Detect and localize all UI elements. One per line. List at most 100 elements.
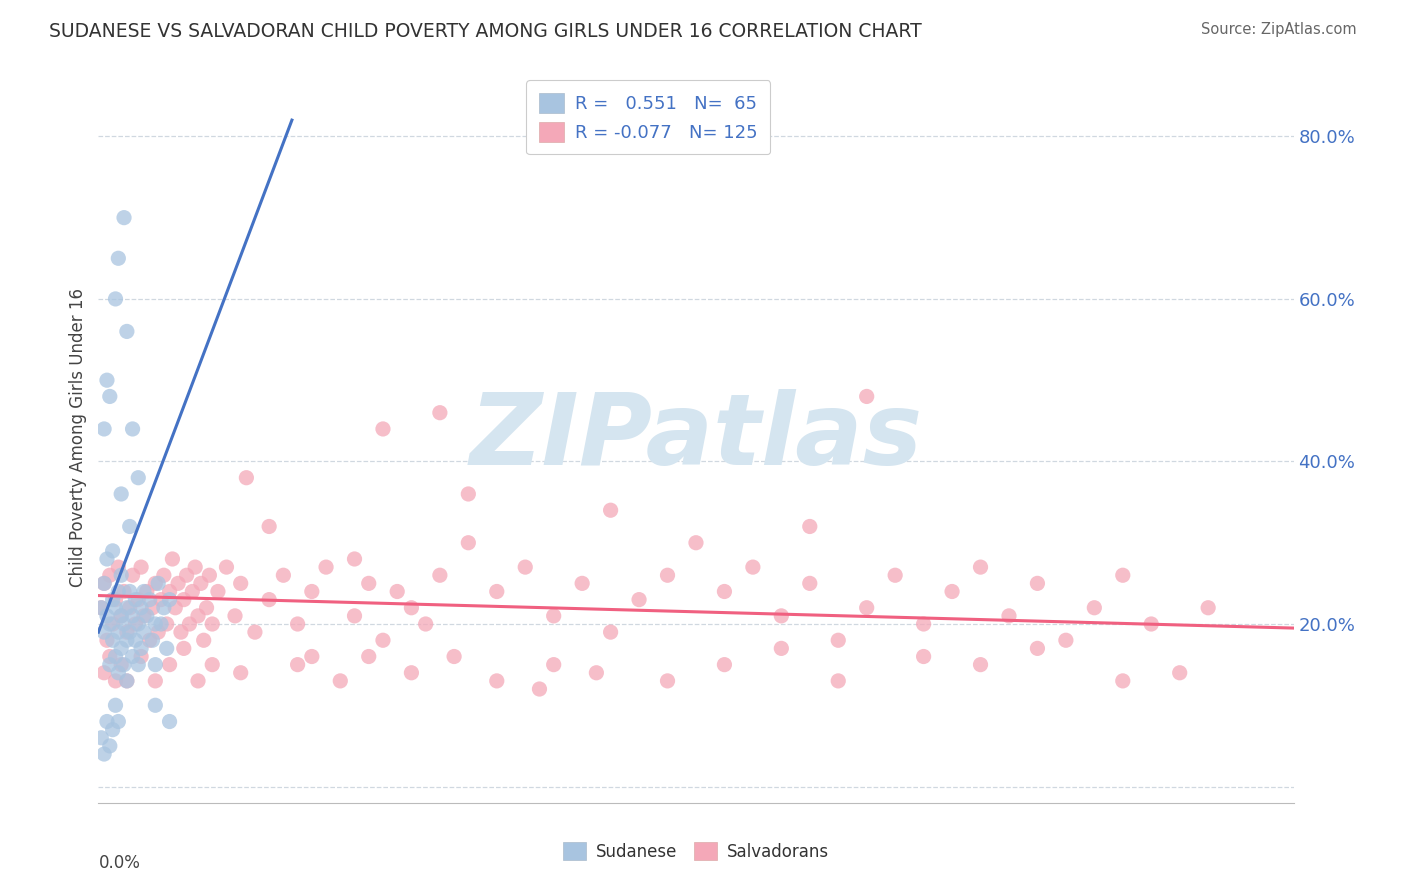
Point xyxy=(371,633,394,648)
Point xyxy=(121,568,143,582)
Point xyxy=(969,560,991,574)
Point xyxy=(515,560,537,574)
Point xyxy=(1197,600,1219,615)
Point xyxy=(657,568,679,582)
Point xyxy=(485,584,508,599)
Point xyxy=(127,617,149,632)
Point xyxy=(124,592,146,607)
Point xyxy=(110,657,132,672)
Point xyxy=(1168,665,1191,680)
Point xyxy=(93,625,115,640)
Point xyxy=(107,252,129,266)
Point xyxy=(301,584,323,599)
Point xyxy=(93,665,115,680)
Point xyxy=(107,560,129,574)
Point xyxy=(135,584,157,599)
Point xyxy=(98,389,121,403)
Point xyxy=(657,673,679,688)
Point xyxy=(585,665,607,680)
Point xyxy=(132,584,155,599)
Point xyxy=(485,673,508,688)
Point xyxy=(543,657,565,672)
Point xyxy=(401,600,423,615)
Point xyxy=(90,600,112,615)
Point xyxy=(104,698,127,713)
Point xyxy=(287,657,309,672)
Point xyxy=(179,617,201,632)
Point xyxy=(93,576,115,591)
Point xyxy=(159,592,181,607)
Point xyxy=(207,584,229,599)
Point xyxy=(159,584,181,599)
Point xyxy=(101,723,124,737)
Point xyxy=(162,552,184,566)
Point xyxy=(129,649,152,664)
Text: Source: ZipAtlas.com: Source: ZipAtlas.com xyxy=(1201,22,1357,37)
Point xyxy=(401,665,423,680)
Point xyxy=(121,608,143,623)
Point xyxy=(104,600,127,615)
Point xyxy=(143,576,166,591)
Point xyxy=(457,535,479,549)
Point xyxy=(799,519,821,533)
Point xyxy=(104,592,127,607)
Point xyxy=(443,649,465,664)
Point xyxy=(201,657,224,672)
Point xyxy=(741,560,763,574)
Point xyxy=(357,576,380,591)
Point xyxy=(110,608,132,623)
Point xyxy=(121,649,143,664)
Point xyxy=(127,657,149,672)
Point xyxy=(101,592,124,607)
Point xyxy=(176,568,198,582)
Point xyxy=(184,560,207,574)
Point xyxy=(143,698,166,713)
Point xyxy=(115,325,138,339)
Point xyxy=(150,592,173,607)
Point xyxy=(104,292,127,306)
Text: SUDANESE VS SALVADORAN CHILD POVERTY AMONG GIRLS UNDER 16 CORRELATION CHART: SUDANESE VS SALVADORAN CHILD POVERTY AMO… xyxy=(49,22,922,41)
Point xyxy=(107,584,129,599)
Point xyxy=(301,649,323,664)
Point xyxy=(201,617,224,632)
Point xyxy=(998,608,1021,623)
Point xyxy=(90,731,112,745)
Point xyxy=(229,665,252,680)
Point xyxy=(329,673,352,688)
Point xyxy=(884,568,907,582)
Point xyxy=(1140,617,1163,632)
Point xyxy=(90,600,112,615)
Point xyxy=(129,560,152,574)
Point xyxy=(770,608,793,623)
Point xyxy=(96,608,118,623)
Point xyxy=(98,739,121,753)
Point xyxy=(96,633,118,648)
Point xyxy=(138,592,160,607)
Point xyxy=(107,625,129,640)
Point xyxy=(195,600,218,615)
Point xyxy=(124,633,146,648)
Point xyxy=(855,389,877,403)
Point xyxy=(153,568,176,582)
Point xyxy=(415,617,437,632)
Point xyxy=(96,552,118,566)
Point xyxy=(112,617,135,632)
Point xyxy=(148,576,170,591)
Point xyxy=(599,625,621,640)
Point xyxy=(129,641,152,656)
Point xyxy=(827,673,849,688)
Point xyxy=(104,673,127,688)
Point xyxy=(193,633,215,648)
Point xyxy=(118,600,141,615)
Point xyxy=(912,617,935,632)
Point xyxy=(315,560,337,574)
Point xyxy=(1083,600,1105,615)
Point xyxy=(229,576,252,591)
Point xyxy=(429,568,451,582)
Point xyxy=(143,617,166,632)
Point xyxy=(224,608,246,623)
Point xyxy=(115,625,138,640)
Point xyxy=(799,576,821,591)
Point xyxy=(1026,576,1049,591)
Point xyxy=(118,519,141,533)
